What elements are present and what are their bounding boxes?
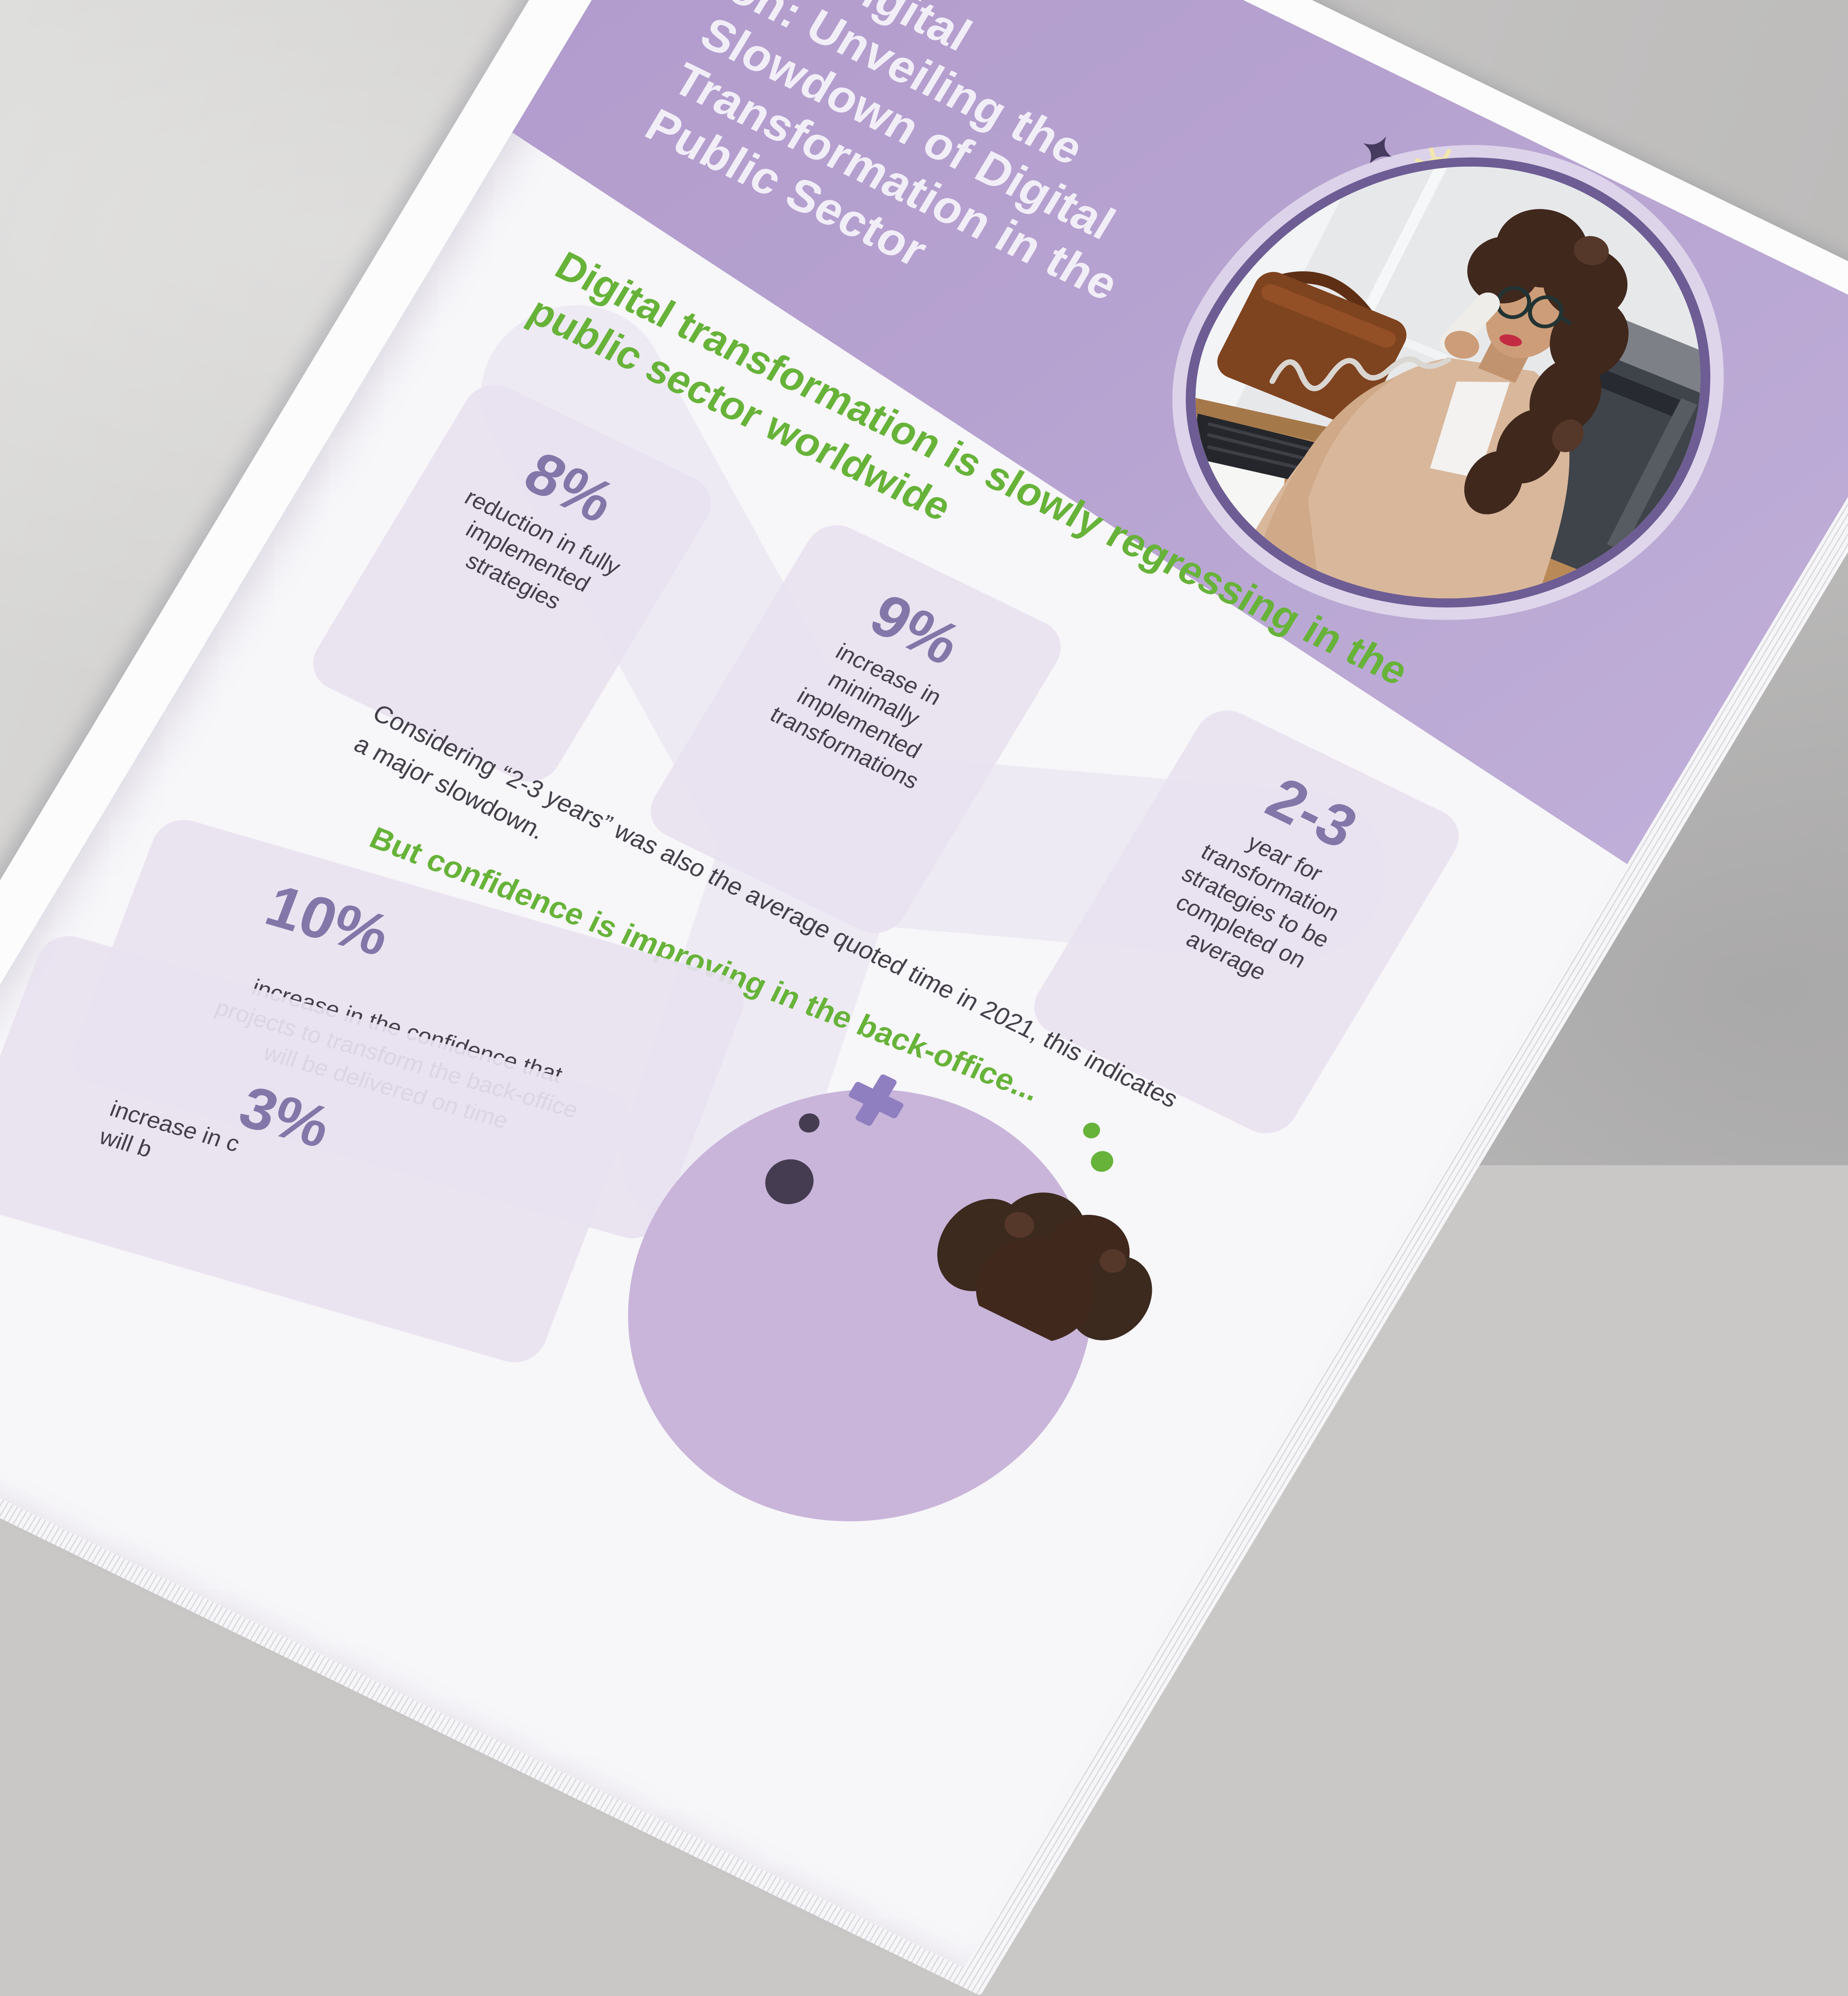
plus-icon-bottom: [848, 1074, 904, 1126]
stat-caption: increase in c will b: [95, 1094, 244, 1186]
stat-value: 10%: [257, 872, 399, 968]
sparkle-icon: [1363, 136, 1393, 165]
